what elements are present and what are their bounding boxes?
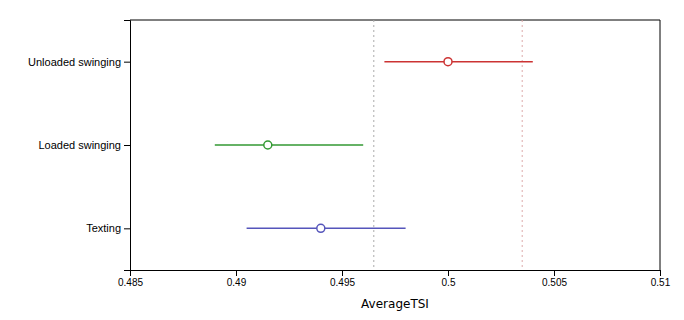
plot: 0.485 0.49 0.495 0.5 0.505 0.51 Unloaded swing… <box>28 20 671 311</box>
y-tick-label: Texting <box>86 222 121 234</box>
y-tick: Unloaded swinging <box>28 56 130 68</box>
point <box>317 224 325 232</box>
y-tick: Loaded swinging <box>38 139 130 151</box>
x-tick-mark <box>448 270 449 276</box>
x-tick-label: 0.5 <box>442 277 456 288</box>
y-tick-mark <box>124 62 130 63</box>
y-tick-mark <box>124 145 130 146</box>
x-tick-mark <box>342 270 343 276</box>
x-tick: 0.505 <box>542 270 567 288</box>
frame <box>130 20 660 21</box>
y-axis-line <box>124 21 131 271</box>
x-tick-label: 0.49 <box>227 277 247 288</box>
x-tick-label: 0.505 <box>542 277 567 288</box>
y-tick-label: Unloaded swinging <box>28 56 121 68</box>
x-tick-label: 0.495 <box>330 277 355 288</box>
y-tick-label: Loaded swinging <box>38 139 121 151</box>
x-tick: 0.49 <box>227 270 247 288</box>
x-axis-line <box>131 271 661 277</box>
error-bar <box>215 144 363 146</box>
point <box>264 141 272 149</box>
error-bar <box>247 228 406 230</box>
frame <box>660 20 661 270</box>
x-tick: 0.5 <box>442 270 456 288</box>
x-tick: 0.495 <box>330 270 355 288</box>
y-axis: Unloaded swinging Loaded swinging Texting <box>28 21 130 271</box>
x-tick-label: 0.485 <box>118 277 143 288</box>
marks <box>215 20 533 270</box>
point <box>444 58 452 66</box>
x-tick-mark <box>554 270 555 276</box>
error-bar <box>384 61 532 63</box>
x-axis: 0.485 0.49 0.495 0.5 0.505 0.51 <box>118 270 671 288</box>
x-tick-mark <box>236 270 237 276</box>
x-tick-label: 0.51 <box>651 277 671 288</box>
reference-line <box>522 20 523 270</box>
y-tick-mark <box>124 228 130 229</box>
y-tick: Texting <box>86 222 130 234</box>
chart: 0.485 0.49 0.495 0.5 0.505 0.51 Unloaded swing… <box>0 0 684 320</box>
x-tick: 0.51 <box>651 270 671 288</box>
x-tick: 0.485 <box>118 270 143 288</box>
reference-line <box>373 20 374 270</box>
x-tick-mark <box>660 270 661 276</box>
x-axis-title: AverageTSI <box>361 297 429 311</box>
